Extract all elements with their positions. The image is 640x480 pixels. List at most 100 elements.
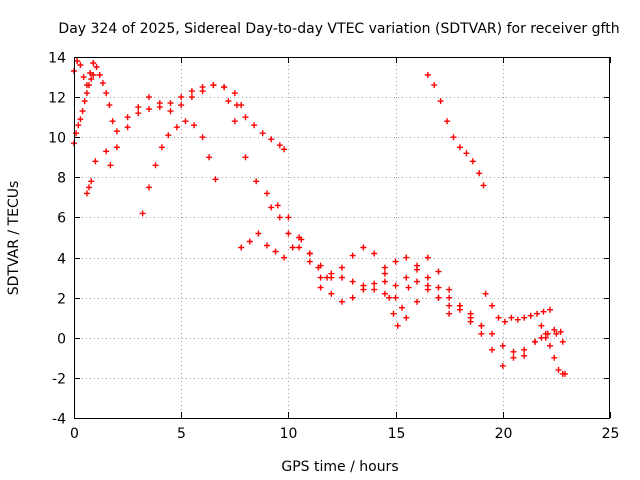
- y-tick-label: 8: [57, 171, 66, 187]
- data-point: [547, 342, 553, 349]
- data-point: [446, 302, 453, 309]
- data-point: [306, 250, 313, 257]
- x-tick-label: 15: [388, 426, 406, 442]
- y-tick-label: 14: [48, 51, 66, 67]
- data-point: [106, 102, 113, 109]
- axis-ticks: 0 5 10 15 20 25 -4 -2 0 2 4 6 8 10 12 14: [48, 51, 619, 443]
- data-point: [403, 254, 410, 261]
- x-tick-label: 20: [495, 426, 513, 442]
- data-point: [83, 190, 90, 197]
- data-point: [478, 330, 485, 337]
- x-tick-label: 25: [602, 426, 620, 442]
- data-point: [93, 64, 100, 70]
- grid: [74, 57, 610, 418]
- data-point: [272, 248, 279, 255]
- data-point: [92, 158, 99, 165]
- data-point: [210, 82, 217, 89]
- sat-trace-i: [238, 230, 330, 281]
- data-point: [178, 102, 185, 109]
- data-point: [124, 124, 131, 131]
- sat-trace-o: [538, 322, 568, 377]
- plot-frame: [74, 57, 610, 419]
- data-point: [381, 278, 388, 285]
- data-point: [178, 94, 185, 101]
- data-point: [480, 182, 487, 189]
- data-point: [444, 118, 451, 125]
- data-point: [90, 60, 97, 66]
- data-point: [242, 114, 249, 121]
- data-point: [557, 328, 564, 335]
- sat-trace-c: [83, 178, 95, 197]
- data-point: [431, 82, 438, 89]
- data-point: [231, 90, 238, 97]
- data-point: [152, 162, 159, 169]
- data-point: [83, 90, 90, 97]
- data-point: [521, 352, 528, 359]
- data-point: [381, 270, 388, 277]
- data-point: [199, 88, 206, 95]
- data-point: [381, 290, 388, 297]
- data-point: [482, 290, 489, 297]
- data-point: [87, 70, 94, 76]
- data-point: [107, 162, 114, 169]
- data-point: [381, 264, 388, 271]
- data-point: [274, 202, 281, 209]
- data-point: [276, 142, 283, 149]
- data-point: [339, 264, 345, 271]
- x-tick-label: 0: [70, 426, 79, 442]
- data-point: [467, 318, 474, 325]
- data-point: [489, 330, 496, 337]
- data-point: [360, 244, 367, 251]
- data-point: [188, 94, 195, 101]
- data-point: [221, 84, 228, 91]
- data-point: [538, 334, 545, 341]
- data-point: [74, 58, 81, 64]
- data-point: [446, 286, 453, 293]
- chart-title: Day 324 of 2025, Sidereal Day-to-day VTE…: [58, 21, 619, 37]
- y-axis-label: SDTVAR / TECUs: [6, 181, 22, 296]
- data-point: [328, 274, 335, 281]
- data-point: [390, 310, 397, 317]
- data-point: [469, 158, 476, 165]
- data-point: [495, 314, 502, 321]
- data-point: [88, 76, 95, 83]
- data-point: [403, 314, 410, 321]
- data-point: [191, 122, 198, 129]
- y-tick-label: 0: [57, 332, 66, 348]
- data-point: [139, 210, 146, 217]
- x-tick-label: 10: [280, 426, 298, 442]
- sat-trace-n: [482, 290, 553, 325]
- data-point: [532, 338, 538, 345]
- data-point: [424, 254, 431, 261]
- sat-trace-f: [139, 118, 219, 217]
- sat-trace-g: [225, 98, 288, 153]
- data-point: [75, 122, 82, 129]
- data-point: [424, 282, 431, 289]
- data-point: [167, 108, 174, 115]
- data-point: [199, 134, 206, 141]
- data-point: [414, 298, 420, 305]
- data-point: [77, 116, 84, 123]
- data-point: [414, 266, 420, 273]
- data-point: [103, 148, 110, 155]
- data-point: [538, 322, 545, 329]
- y-tick-label: 4: [57, 252, 66, 268]
- data-point: [489, 346, 496, 353]
- data-point: [559, 338, 566, 345]
- data-point: [77, 62, 84, 68]
- data-point: [339, 298, 345, 305]
- data-point: [328, 290, 335, 297]
- data-point: [456, 144, 463, 151]
- data-point: [233, 102, 240, 109]
- data-point: [392, 294, 399, 301]
- data-point: [544, 330, 551, 337]
- data-point: [255, 230, 262, 237]
- data-point: [268, 136, 275, 143]
- data-point: [315, 264, 322, 271]
- data-point: [251, 122, 258, 129]
- sat-trace-k: [317, 244, 453, 321]
- data-point: [521, 314, 528, 321]
- data-point: [289, 244, 296, 251]
- y-tick-label: 10: [48, 131, 66, 147]
- data-point: [113, 128, 120, 135]
